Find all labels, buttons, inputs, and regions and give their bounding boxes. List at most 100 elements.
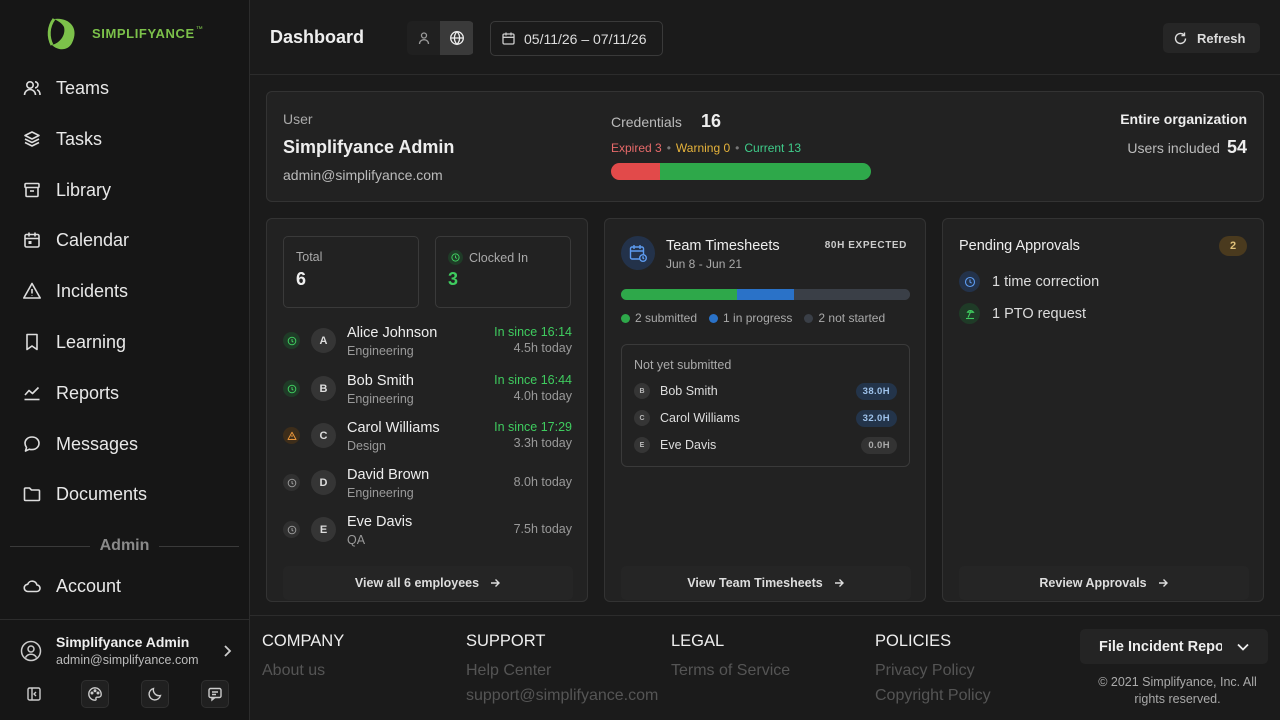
- employee-name: Carol Williams: [660, 411, 740, 425]
- collapse-sidebar-button[interactable]: [20, 680, 48, 708]
- footer-link-support-email[interactable]: support@simplifyance.com: [466, 687, 659, 704]
- sidebar-item-account[interactable]: Account: [22, 569, 121, 603]
- submitted-segment: [621, 289, 737, 300]
- chevron-right-icon: [224, 644, 232, 657]
- dark-mode-button[interactable]: [141, 680, 169, 708]
- user-avatar-icon: [20, 640, 42, 661]
- credentials-breakdown: Expired 3 • Warning 0 • Current 13: [611, 141, 801, 155]
- review-approvals-button[interactable]: Review Approvals: [959, 566, 1249, 600]
- not-submitted-title: Not yet submitted: [634, 358, 732, 372]
- arrow-right-icon: [491, 579, 501, 587]
- message-icon: [22, 434, 42, 454]
- footer-heading: LEGAL: [671, 632, 725, 650]
- team-timesheets-card: Team Timesheets Jun 8 - Jun 21 80H EXPEC…: [604, 218, 926, 602]
- approval-item-pto-request[interactable]: 1 PTO request: [959, 303, 1086, 324]
- sidebar-item-teams[interactable]: Teams: [22, 71, 109, 105]
- approval-item-label: 1 PTO request: [992, 305, 1087, 322]
- clock-icon: [959, 271, 980, 292]
- summary-user-name: Simplifyance Admin: [283, 137, 455, 157]
- legend-in-progress: 1 in progress: [709, 311, 792, 325]
- sidebar-item-reports[interactable]: Reports: [22, 376, 119, 410]
- not-submitted-row[interactable]: C Carol Williams 32.0H: [634, 409, 897, 427]
- footer-policies-column: POLICIES Privacy Policy Copyright Policy: [875, 632, 991, 708]
- footer-link-help-center[interactable]: Help Center: [466, 662, 552, 679]
- sidebar-item-label: Messages: [56, 433, 139, 454]
- employee-row[interactable]: E Eve Davis QA 7.5h today: [283, 514, 572, 554]
- sidebar-item-tasks[interactable]: Tasks: [22, 122, 102, 156]
- total-label: Total: [296, 250, 323, 264]
- footer-link-copyright[interactable]: Copyright Policy: [875, 687, 991, 704]
- logo-text: SIMPLIFYANCE: [92, 25, 195, 41]
- theme-palette-button[interactable]: [81, 680, 109, 708]
- employee-department: Engineering: [347, 486, 414, 500]
- scope-user-button[interactable]: [407, 21, 440, 55]
- date-range-picker[interactable]: 05/11/26 – 07/11/26: [490, 21, 663, 56]
- sidebar-item-library[interactable]: Library: [22, 173, 111, 207]
- sidebar-item-label: Incidents: [56, 280, 129, 301]
- legend-dot: [804, 314, 814, 323]
- avatar: E: [311, 517, 336, 542]
- warning-icon: [22, 281, 42, 301]
- scope-organization-button[interactable]: [440, 21, 473, 55]
- separator-dot: •: [735, 141, 740, 155]
- not-submitted-row[interactable]: B Bob Smith 38.0H: [634, 382, 897, 400]
- user-menu-button[interactable]: Simplifyance Admin admin@simplifyance.co…: [20, 634, 232, 667]
- view-team-timesheets-button[interactable]: View Team Timesheets: [621, 566, 911, 600]
- calendar-icon: [502, 32, 515, 45]
- chat-icon: [208, 687, 222, 702]
- user-section-label: User: [283, 111, 313, 127]
- legend-submitted-label: 2 submitted: [635, 311, 698, 325]
- sidebar-item-documents[interactable]: Documents: [22, 477, 147, 511]
- bookmark-icon: [22, 332, 42, 352]
- view-all-employees-button[interactable]: View all 6 employees: [283, 566, 573, 600]
- footer-legal-column: LEGAL Terms of Service: [671, 632, 790, 683]
- timesheet-legend: 2 submitted 1 in progress 2 not started: [621, 311, 885, 325]
- legend-dot: [621, 314, 630, 323]
- globe-icon: [449, 30, 464, 46]
- hours-today: 3.3h today: [513, 436, 572, 450]
- user-icon: [418, 32, 429, 45]
- logo[interactable]: SIMPLIFYANCE ™: [46, 13, 203, 53]
- sidebar-item-incidents[interactable]: Incidents: [22, 274, 128, 308]
- sidebar-item-messages[interactable]: Messages: [22, 427, 138, 461]
- employee-row[interactable]: A Alice Johnson Engineering In since 16:…: [283, 325, 572, 365]
- footer-link-terms[interactable]: Terms of Service: [671, 662, 791, 679]
- feedback-button[interactable]: [201, 680, 229, 708]
- users-included: Users included 54: [1127, 137, 1247, 158]
- calendar-icon: [22, 230, 42, 250]
- legend-not-started: 2 not started: [804, 311, 885, 325]
- sidebar-item-label: Library: [56, 179, 112, 200]
- footer-link-privacy[interactable]: Privacy Policy: [875, 662, 975, 679]
- sidebar-item-calendar[interactable]: Calendar: [22, 223, 129, 257]
- legend-submitted: 2 submitted: [621, 311, 697, 325]
- approval-item-time-correction[interactable]: 1 time correction: [959, 271, 1099, 292]
- footer-link-about[interactable]: About us: [262, 662, 326, 679]
- user-name: Simplifyance Admin: [56, 634, 190, 650]
- user-info: Simplifyance Admin admin@simplifyance.co…: [56, 634, 199, 667]
- summary-user-email: admin@simplifyance.com: [283, 167, 443, 183]
- not-submitted-row[interactable]: E Eve Davis 0.0H: [634, 436, 897, 454]
- sidebar-item-learning[interactable]: Learning: [22, 325, 126, 359]
- refresh-label: Refresh: [1197, 30, 1246, 46]
- employee-row[interactable]: C Carol Williams Design In since 17:29 3…: [283, 420, 572, 460]
- arrow-right-icon: [834, 579, 844, 587]
- employee-row[interactable]: B Bob Smith Engineering In since 16:44 4…: [283, 373, 572, 413]
- refresh-button[interactable]: Refresh: [1163, 23, 1260, 53]
- beach-icon: [959, 303, 980, 324]
- sidebar-item-label: Documents: [56, 483, 148, 504]
- employee-row[interactable]: D David Brown Engineering 8.0h today: [283, 467, 572, 507]
- clocked-in-label-row: Clocked In: [448, 250, 528, 265]
- file-incident-report-button[interactable]: File Incident Report: [1080, 629, 1268, 664]
- attendance-card: Total 6 Clocked In 3 A Alice Johnson Eng…: [266, 218, 588, 602]
- avatar: C: [311, 423, 336, 448]
- sidebar-item-label: Tasks: [56, 128, 103, 149]
- divider-line: [10, 545, 90, 547]
- hours-today: 4.0h today: [513, 389, 572, 403]
- clocked-in-value: 3: [448, 269, 459, 289]
- incident-button-label: File Incident Report: [1099, 638, 1222, 655]
- employee-department: QA: [347, 533, 366, 547]
- user-email: admin@simplifyance.com: [56, 653, 199, 667]
- sidebar-item-label: Learning: [56, 331, 127, 352]
- total-employees-stat: Total 6: [283, 236, 419, 308]
